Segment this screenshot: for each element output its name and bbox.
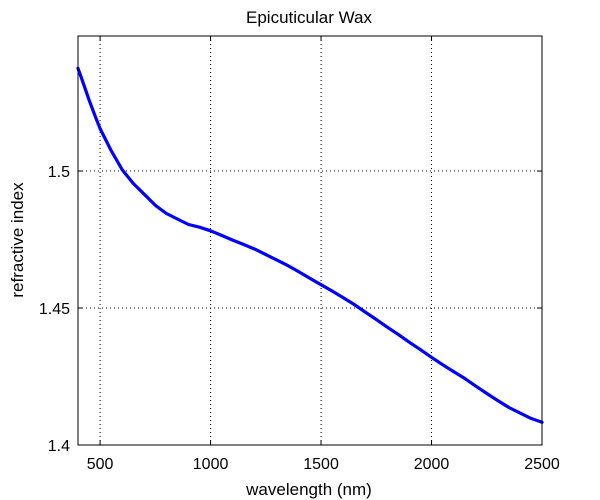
chart-title: Epicuticular Wax — [246, 8, 372, 27]
x-axis-label: wavelength (nm) — [245, 480, 372, 499]
y-tick-label: 1.4 — [48, 438, 70, 455]
x-tick-label: 2500 — [524, 456, 560, 473]
y-axis-label: refractive index — [8, 182, 27, 298]
x-tick-labels: 500 1000 1500 2000 2500 — [87, 456, 560, 473]
series-line — [76, 66, 544, 424]
x-tick-label: 1500 — [303, 456, 339, 473]
grid-lines — [78, 36, 542, 445]
tick-marks — [78, 36, 543, 446]
x-tick-label: 500 — [87, 456, 114, 473]
y-tick-label: 1.45 — [39, 301, 70, 318]
y-tick-labels: 1.4 1.45 1.5 — [39, 164, 70, 455]
series-layer — [76, 66, 544, 424]
x-tick-label: 2000 — [414, 456, 450, 473]
y-tick-label: 1.5 — [48, 164, 70, 181]
plot-frame — [77, 35, 543, 446]
x-tick-label: 1000 — [193, 456, 229, 473]
